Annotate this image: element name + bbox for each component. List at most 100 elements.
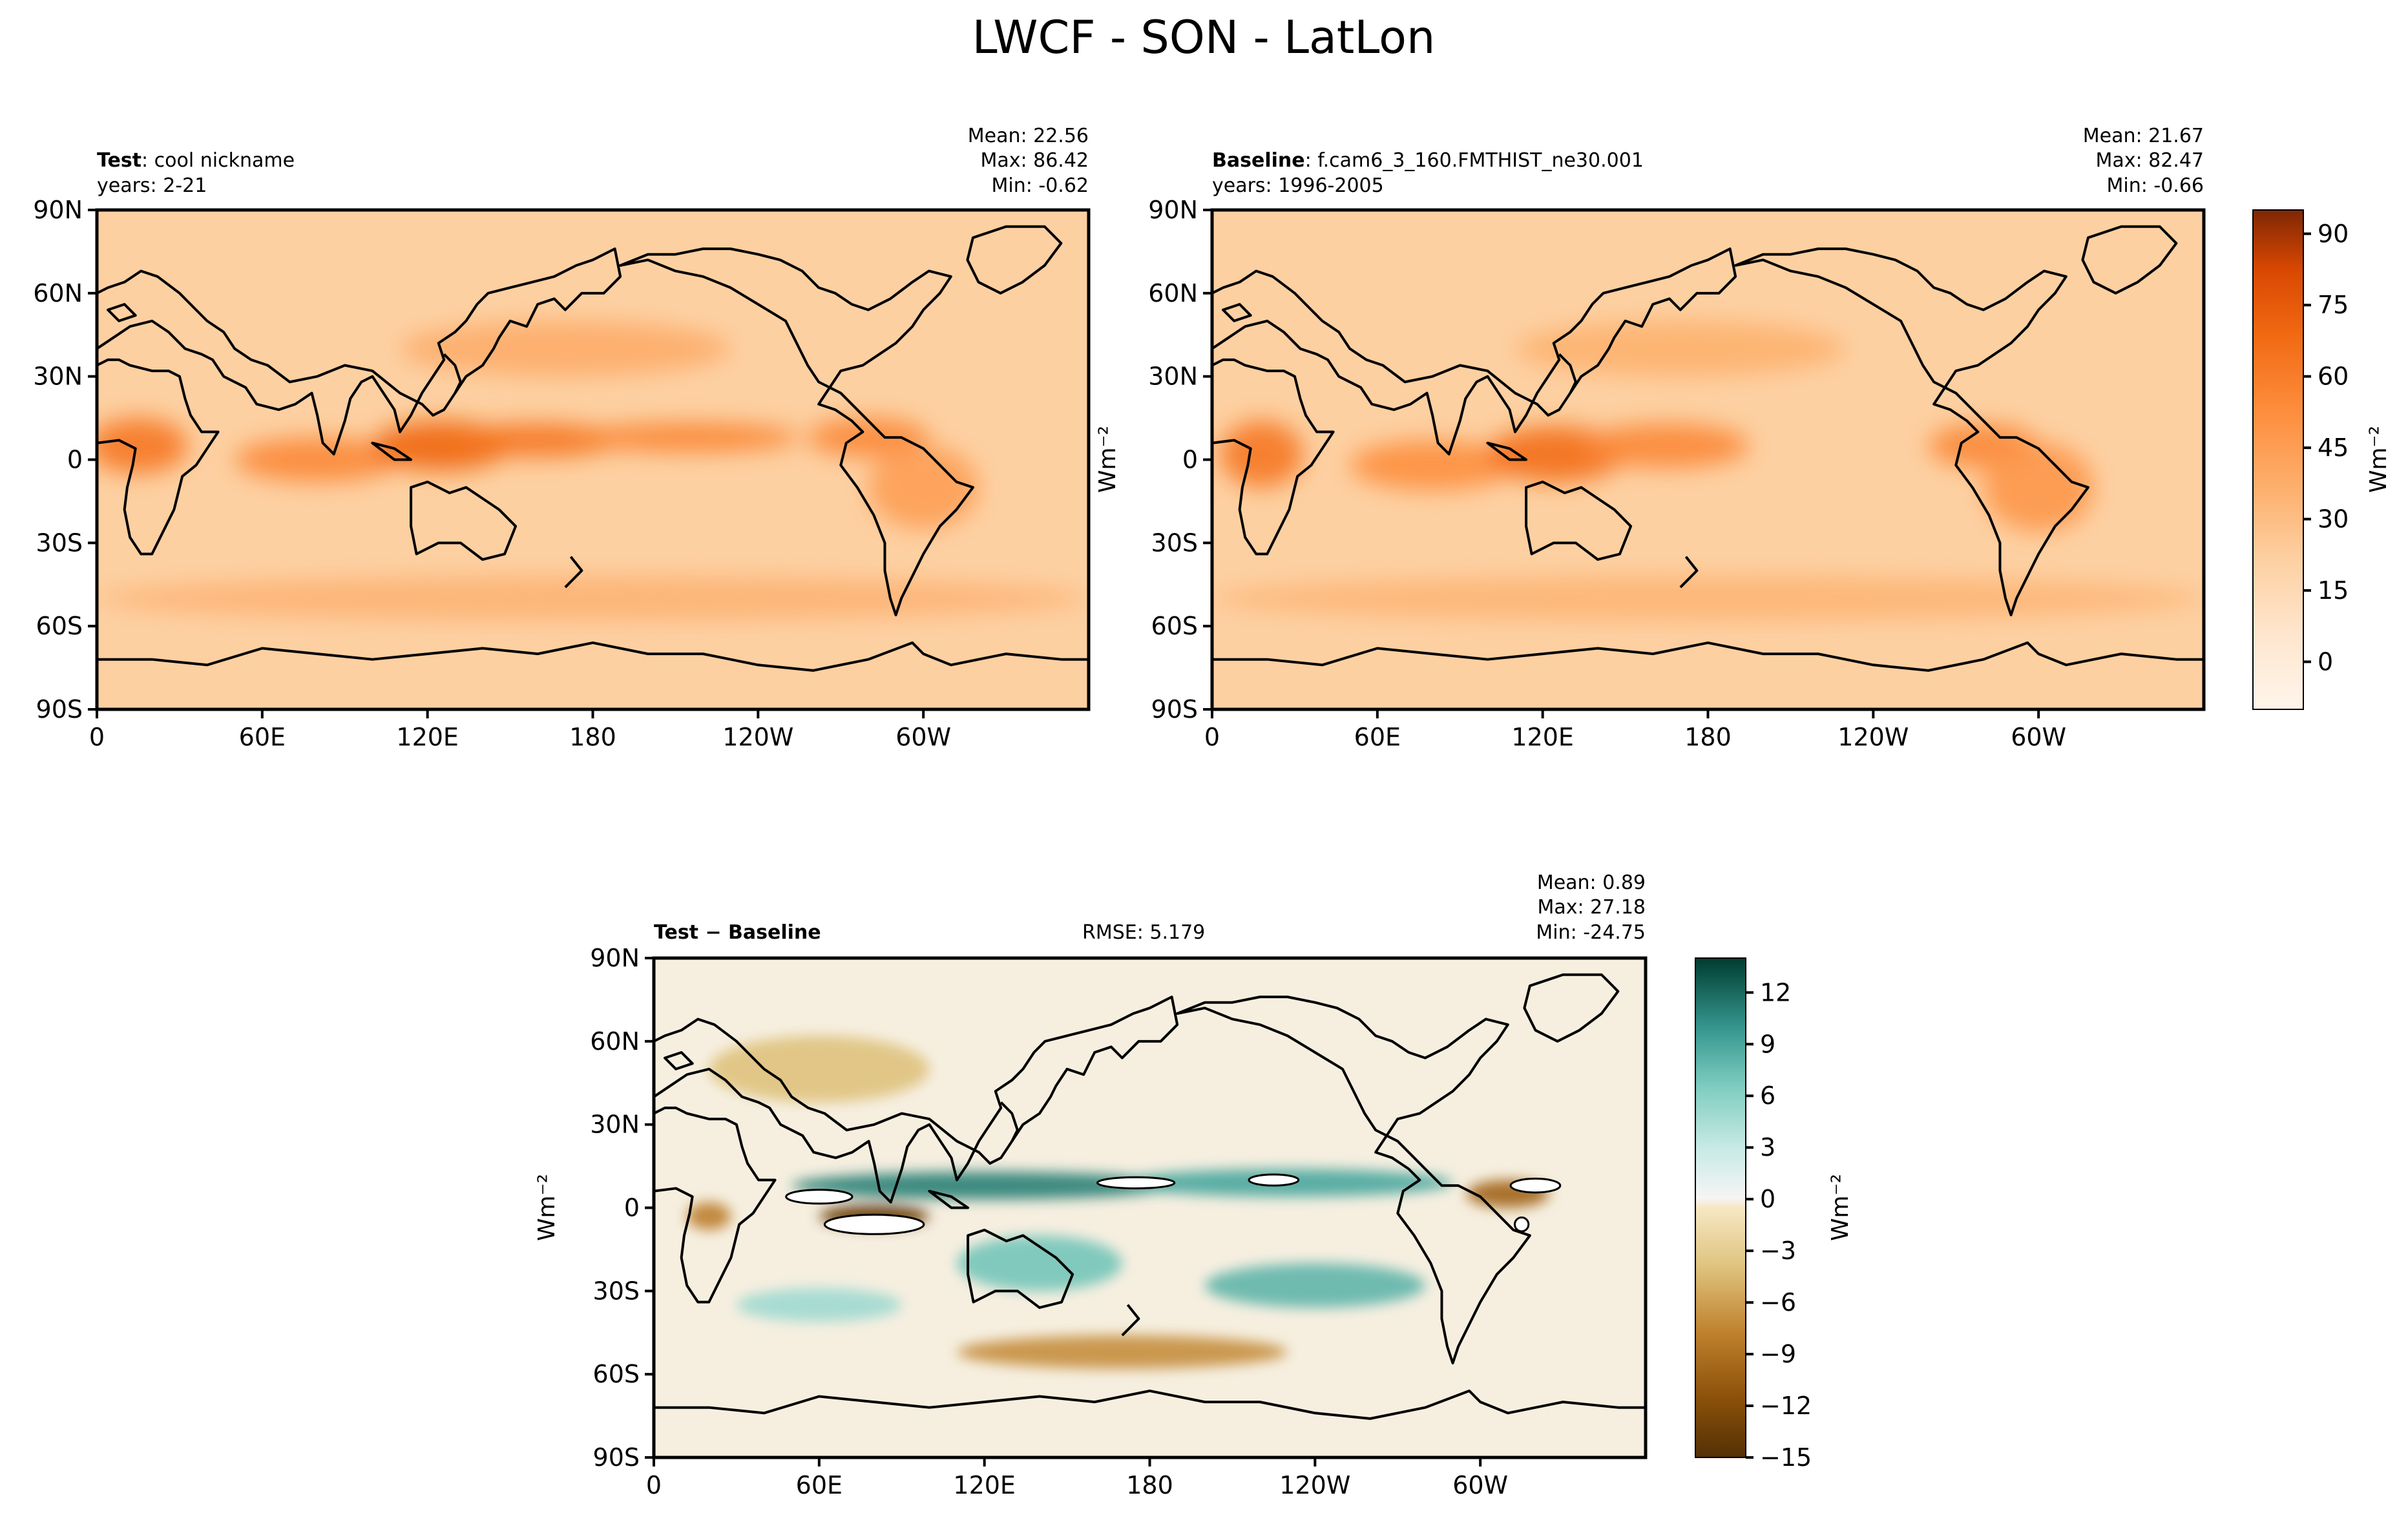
colorbar-top-bar [2252, 209, 2304, 710]
panel-diff-ytick-label: 90N [590, 944, 640, 972]
colorbar-tick-label: 45 [2318, 433, 2349, 462]
panel-diff-xtick-label: 180 [1126, 1471, 1173, 1499]
colorbar-tick-label: −12 [1760, 1392, 1812, 1420]
panel-baseline-min: Min: -0.66 [2107, 174, 2204, 197]
panel-baseline-ytick-label: 30N [1148, 362, 1198, 391]
panel-diff-field-blob [957, 1335, 1288, 1369]
colorbar-tick-label: 90 [2318, 220, 2349, 248]
panel-test-min: Min: -0.62 [992, 174, 1089, 197]
colorbar-tick-label: 75 [2318, 291, 2349, 319]
panel-diff-rmse: RMSE: 5.179 [1082, 921, 1205, 944]
panel-baseline-ytick-label: 60N [1148, 279, 1198, 308]
panel-test-field-blob [97, 418, 188, 474]
panel-baseline-field-blob [1220, 421, 1303, 488]
panel-test-field [97, 210, 1089, 709]
colorbar-tick-label: −15 [1760, 1443, 1812, 1472]
panel-test-field-blob [808, 418, 929, 457]
panel-baseline-ytick-label: 30S [1151, 528, 1198, 557]
panel-test-field-blob [868, 446, 979, 529]
panel-test-xtick-label: 180 [569, 723, 616, 751]
panel-test-xtick-label: 0 [89, 723, 105, 751]
panel-diff-ytick-label: 60N [590, 1027, 640, 1056]
panel-diff-ylabel: Wm⁻² [534, 1174, 560, 1241]
panel-test-ytick-label: 90S [36, 695, 83, 724]
panel-baseline-axes: 0 60E 120E 180 120W 60W 90N 60N 30N 0 30S 60S 90S [1148, 196, 2066, 751]
panel-diff-xtick-label: 60W [1452, 1471, 1508, 1499]
panel-baseline-field [1212, 210, 2204, 709]
panel-test-mean: Mean: 22.56 [968, 125, 1089, 147]
panel-test-field-blob [579, 423, 800, 452]
panel-test-blobs [97, 320, 1089, 621]
panel-top-ylabel: Wm⁻² [1094, 426, 1121, 493]
panel-baseline-ytick-label: 0 [1182, 446, 1198, 474]
panel-test-max: Max: 86.42 [980, 149, 1089, 172]
panel-baseline-xtick-label: 120E [1511, 723, 1574, 751]
panel-diff-blobs [687, 1036, 1549, 1369]
panel-diff-white-patches [785, 1173, 1562, 1235]
panel-diff-field [654, 958, 1646, 1457]
panel-test-xtick-label: 120E [396, 723, 459, 751]
panel-diff-max: Max: 27.18 [1537, 896, 1646, 919]
panel-test-ytick-label: 30N [33, 362, 83, 391]
panel-test-ytick-label: 90N [33, 196, 83, 224]
panel-test-ytick-label: 60N [33, 279, 83, 308]
panel-diff-ytick-label: 30N [590, 1111, 640, 1139]
panel-baseline-field-blob [1350, 440, 1516, 490]
panel-baseline: Baseline: f.cam6_3_160.FMTHIST_ne30.001 … [1094, 125, 2392, 751]
panel-diff-field-blob [957, 1235, 1122, 1291]
panel-baseline-mean: Mean: 21.67 [2083, 125, 2204, 147]
panel-test-label: Test: cool nickname [97, 149, 295, 172]
panel-test-xtick-label: 120W [722, 723, 793, 751]
panel-test-ytick-label: 0 [67, 446, 83, 474]
colorbar-tick-label: 12 [1760, 978, 1791, 1007]
panel-diff-label: Test − Baseline [654, 921, 821, 944]
colorbar-tick-label: −9 [1760, 1340, 1796, 1368]
panel-diff-saturated-patch [823, 1213, 925, 1235]
panel-diff-saturated-patch [1248, 1173, 1300, 1187]
panel-baseline-ytick-label: 90N [1148, 196, 1198, 224]
colorbar-tick-label: 0 [1760, 1185, 1775, 1213]
panel-test-field-blob [455, 423, 621, 457]
colorbar-tick-label: 30 [2318, 505, 2349, 534]
colorbar-tick-label: 6 [1760, 1081, 1775, 1110]
colorbar-diff-bar [1695, 957, 1746, 1458]
panel-diff-saturated-patch [785, 1189, 853, 1205]
panel-baseline-xtick-label: 0 [1204, 723, 1220, 751]
colorbar-diff-ticks: 12 9 6 3 0 −3 −6 −9 −12 −15 [1746, 978, 1812, 1472]
panel-test-field-blob [400, 320, 731, 377]
colorbar-diff-label: Wm⁻² [1827, 1174, 1854, 1241]
panel-test-years: years: 2-21 [97, 174, 207, 197]
panel-baseline-field-blob [1983, 443, 2094, 532]
panel-test-field-blob [235, 437, 401, 482]
panel-diff-saturated-patch [1509, 1177, 1562, 1194]
panel-baseline-label: Baseline: f.cam6_3_160.FMTHIST_ne30.001 [1212, 149, 1644, 172]
panel-diff-xtick-label: 120E [953, 1471, 1016, 1499]
colorbar-top-ticks: 90 75 60 45 30 15 0 [2303, 220, 2349, 676]
panel-diff-background [654, 958, 1646, 1457]
panel-baseline-xtick-label: 60E [1354, 723, 1401, 751]
panel-test: Test: cool nickname years: 2-21 Mean: 22… [33, 125, 1091, 751]
colorbar-tick-label: 3 [1760, 1133, 1775, 1162]
colorbar-tick-label: 60 [2318, 362, 2349, 391]
colorbar-tick-label: −6 [1760, 1288, 1796, 1317]
panel-diff-saturated-patch [1096, 1176, 1176, 1189]
panel-baseline-field-blob [1515, 320, 1846, 377]
panel-diff-xtick-label: 60E [796, 1471, 843, 1499]
panel-test-ytick-label: 30S [36, 528, 83, 557]
panel-diff-ytick-label: 0 [624, 1194, 640, 1222]
panel-diff-axes: 0 60E 120E 180 120W 60W 90N 60N 30N 0 30S 60S 90S [590, 944, 1508, 1499]
colorbar-tick-label: 9 [1760, 1030, 1775, 1058]
panel-baseline-xtick-label: 180 [1684, 723, 1732, 751]
panel-baseline-xtick-label: 60W [2011, 723, 2066, 751]
panel-diff-ytick-label: 90S [593, 1443, 640, 1472]
panel-baseline-ytick-label: 90S [1151, 695, 1198, 724]
colorbar-tick-label: −3 [1760, 1237, 1796, 1265]
panel-diff-field-blob [1204, 1263, 1425, 1308]
panel-baseline-blobs [1212, 320, 2204, 621]
panel-test-xtick-label: 60E [239, 723, 286, 751]
panel-diff: Test − Baseline RMSE: 5.179 Mean: 0.89 M… [534, 872, 1854, 1499]
panel-baseline-max: Max: 82.47 [2095, 149, 2204, 172]
panel-test-field-blob [97, 576, 1089, 621]
panel-diff-ytick-label: 30S [593, 1277, 640, 1305]
